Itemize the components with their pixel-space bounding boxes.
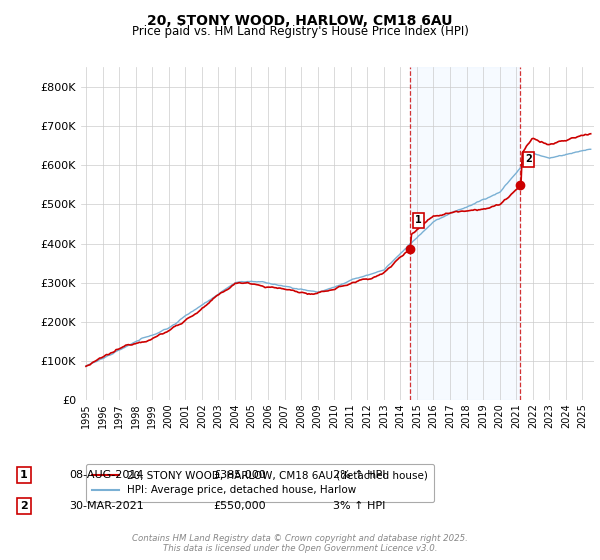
Legend: 20, STONY WOOD, HARLOW, CM18 6AU (detached house), HPI: Average price, detached : 20, STONY WOOD, HARLOW, CM18 6AU (detach… bbox=[86, 464, 434, 502]
Text: 30-MAR-2021: 30-MAR-2021 bbox=[69, 501, 144, 511]
Text: Contains HM Land Registry data © Crown copyright and database right 2025.
This d: Contains HM Land Registry data © Crown c… bbox=[132, 534, 468, 553]
Text: 2: 2 bbox=[20, 501, 28, 511]
Text: Price paid vs. HM Land Registry's House Price Index (HPI): Price paid vs. HM Land Registry's House … bbox=[131, 25, 469, 38]
Text: 2% ↑ HPI: 2% ↑ HPI bbox=[333, 470, 386, 480]
Text: 1: 1 bbox=[415, 215, 422, 225]
Text: 2: 2 bbox=[525, 155, 532, 164]
Text: 1: 1 bbox=[20, 470, 28, 480]
Text: 08-AUG-2014: 08-AUG-2014 bbox=[69, 470, 143, 480]
Text: 3% ↑ HPI: 3% ↑ HPI bbox=[333, 501, 385, 511]
Bar bbox=[410, 67, 520, 400]
Text: £385,000: £385,000 bbox=[213, 470, 266, 480]
Text: £550,000: £550,000 bbox=[213, 501, 266, 511]
Text: 20, STONY WOOD, HARLOW, CM18 6AU: 20, STONY WOOD, HARLOW, CM18 6AU bbox=[147, 14, 453, 28]
